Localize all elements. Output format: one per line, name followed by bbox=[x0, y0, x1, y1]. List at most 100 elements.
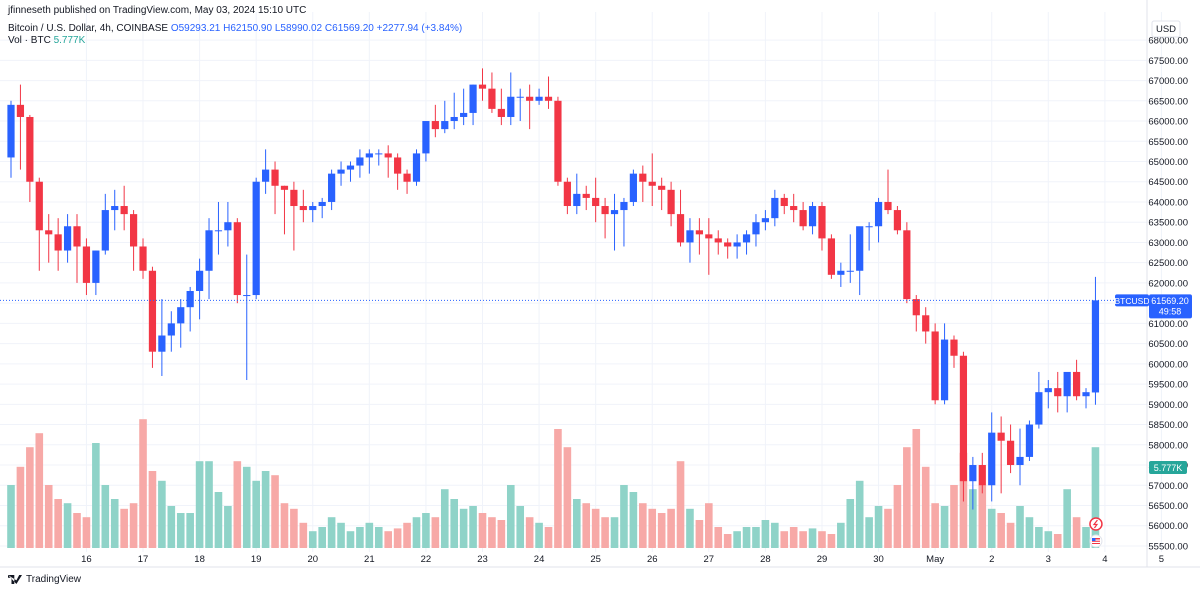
y-tick-label: 56500.00 bbox=[1148, 501, 1188, 512]
volume-bar bbox=[346, 531, 355, 548]
candle-body bbox=[26, 116, 34, 182]
candle-body bbox=[488, 88, 496, 109]
candle-body bbox=[431, 121, 439, 130]
y-tick-label: 65000.00 bbox=[1148, 157, 1188, 168]
volume-bar bbox=[431, 517, 440, 548]
volume-bar bbox=[365, 522, 374, 548]
candle-body bbox=[676, 214, 685, 243]
volume-bar bbox=[374, 527, 383, 548]
candle-body bbox=[827, 238, 836, 275]
volume-bar bbox=[422, 513, 430, 548]
candle-body bbox=[441, 121, 449, 130]
volume-bar bbox=[1072, 517, 1081, 548]
candle-body bbox=[969, 465, 977, 482]
x-tick-label: 25 bbox=[590, 554, 601, 565]
volume-bar bbox=[35, 433, 44, 548]
volume-bar bbox=[648, 508, 657, 548]
x-tick-label: 27 bbox=[704, 554, 715, 565]
volume-bar bbox=[44, 485, 53, 548]
volume-bar bbox=[940, 506, 949, 548]
candle-body bbox=[1091, 300, 1100, 393]
candle-body bbox=[478, 84, 487, 89]
x-tick-label: 24 bbox=[534, 554, 545, 565]
volume-bar bbox=[318, 527, 326, 548]
volume-bar bbox=[1053, 534, 1062, 548]
volume-bar bbox=[516, 506, 525, 548]
last-price-text: 61569.20 bbox=[1151, 296, 1189, 306]
currency-box bbox=[1151, 20, 1181, 38]
volume-bar bbox=[620, 485, 628, 548]
candle-body bbox=[790, 206, 798, 211]
candle-body bbox=[865, 226, 873, 228]
volume-bar bbox=[63, 503, 72, 548]
volume-bar bbox=[884, 508, 892, 548]
candle-body bbox=[148, 270, 157, 352]
volume-badge-text: 5.777K bbox=[1154, 463, 1183, 473]
volume-bar bbox=[186, 513, 194, 548]
candle-body bbox=[799, 210, 807, 227]
candle-body bbox=[940, 339, 949, 401]
volume-bar bbox=[969, 489, 977, 548]
volume-bar bbox=[176, 513, 185, 548]
volume-bar bbox=[280, 503, 289, 548]
volume-bar bbox=[931, 503, 939, 548]
candle-body bbox=[526, 96, 534, 101]
volume-bar bbox=[120, 508, 128, 548]
volume-bar bbox=[167, 506, 176, 548]
y-tick-label: 55500.00 bbox=[1148, 541, 1188, 552]
last-price-badge bbox=[1149, 294, 1192, 319]
close-value: C61569.20 bbox=[324, 23, 374, 34]
volume-bar bbox=[158, 480, 166, 548]
volume-bar bbox=[1082, 527, 1090, 548]
candle-body bbox=[167, 323, 175, 336]
tradingview-logo-icon bbox=[8, 575, 22, 584]
volume-bar bbox=[695, 520, 704, 548]
volume-bar bbox=[327, 517, 336, 548]
x-tick-label: 2 bbox=[989, 554, 994, 565]
candle-body bbox=[573, 193, 581, 207]
high-value: H62150.90 bbox=[223, 23, 273, 34]
volume-bar bbox=[478, 513, 487, 548]
candle-body bbox=[290, 189, 298, 207]
candle-body bbox=[384, 153, 392, 158]
candle-body bbox=[695, 230, 703, 235]
candle-body bbox=[54, 234, 62, 251]
lightning-icon bbox=[1092, 519, 1099, 529]
volume-bar bbox=[827, 534, 836, 548]
volume-bar bbox=[799, 531, 807, 548]
volume-bar bbox=[874, 506, 883, 548]
volume-bar bbox=[865, 517, 873, 548]
us-flag-icon bbox=[1091, 538, 1100, 544]
publisher-line: jfinneseth published on TradingView.com,… bbox=[8, 5, 307, 16]
us-flag-stripe bbox=[1091, 541, 1100, 543]
y-tick-label: 67000.00 bbox=[1148, 76, 1188, 87]
volume-bar bbox=[337, 522, 345, 548]
volume-bar bbox=[506, 485, 515, 548]
candle-body bbox=[997, 432, 1005, 441]
symbol-badge bbox=[1115, 294, 1149, 307]
x-tick-label: 4 bbox=[1102, 554, 1107, 565]
volume-bar bbox=[252, 480, 260, 548]
volume-bar bbox=[139, 419, 147, 548]
currency-label: USD bbox=[1156, 24, 1176, 35]
x-tick-label: 22 bbox=[421, 554, 432, 565]
candle-body bbox=[469, 84, 477, 113]
y-tick-label: 66000.00 bbox=[1148, 117, 1188, 128]
candle-body bbox=[101, 210, 109, 251]
volume-bar bbox=[723, 534, 732, 548]
candle-body bbox=[271, 169, 279, 186]
candle-body bbox=[497, 108, 505, 117]
volume-bar bbox=[82, 517, 91, 548]
volume-bar bbox=[742, 527, 751, 548]
volume-bar bbox=[459, 508, 468, 548]
candle-body bbox=[639, 173, 647, 182]
volume-bar bbox=[978, 485, 987, 548]
candle-body bbox=[1016, 456, 1024, 466]
candle-body bbox=[205, 230, 213, 271]
candle-body bbox=[629, 173, 637, 202]
y-tick-label: 64500.00 bbox=[1148, 177, 1188, 188]
volume-bar bbox=[488, 517, 496, 548]
volume-bar bbox=[299, 522, 308, 548]
volume-bar bbox=[261, 471, 270, 548]
